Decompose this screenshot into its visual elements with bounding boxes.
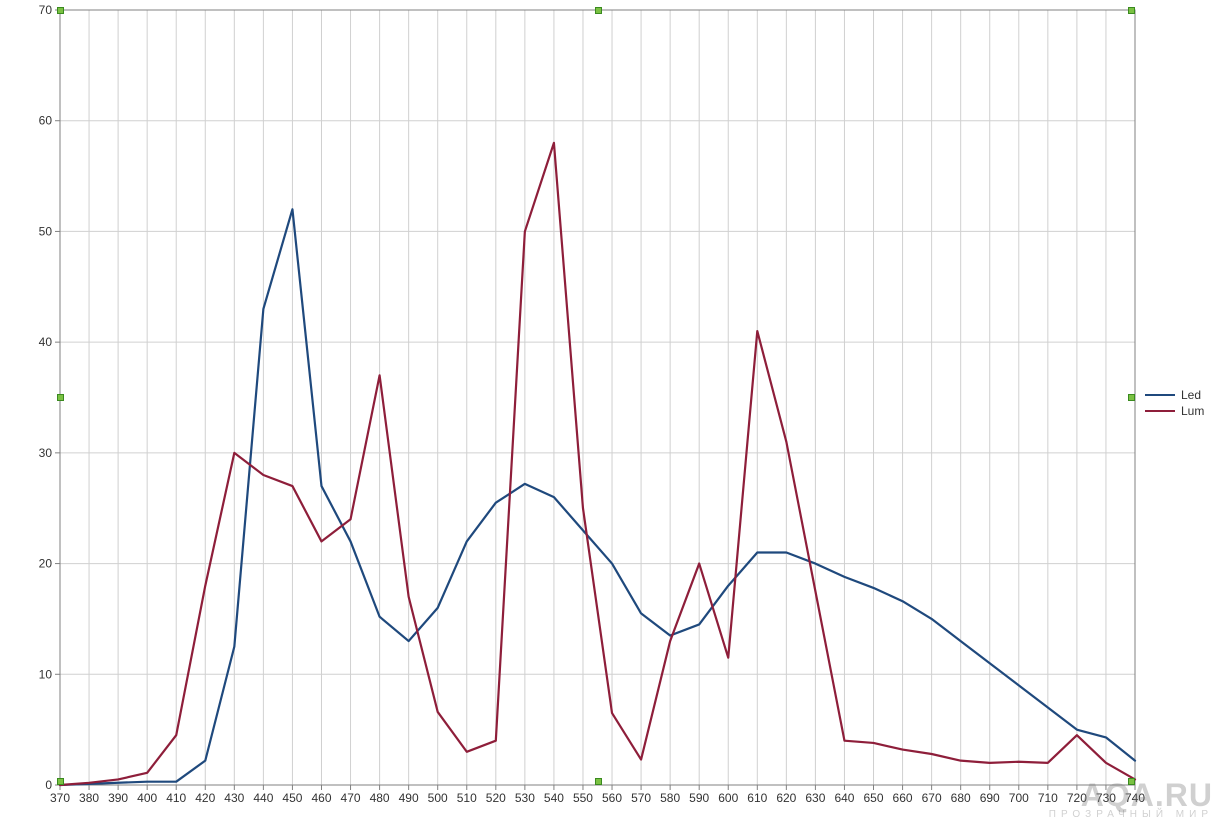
svg-text:730: 730: [1096, 791, 1116, 805]
svg-text:480: 480: [370, 791, 390, 805]
svg-text:710: 710: [1038, 791, 1058, 805]
svg-text:380: 380: [79, 791, 99, 805]
svg-text:720: 720: [1067, 791, 1087, 805]
legend-label: Led: [1181, 388, 1201, 402]
spectrum-chart: 0 10 20 30 40 50 60 70 370 380 390 400 410 420 430 440 4…: [0, 0, 1225, 828]
resize-handle[interactable]: [1128, 394, 1135, 401]
legend-item-led: Led: [1145, 388, 1204, 402]
svg-text:40: 40: [39, 335, 53, 349]
svg-text:50: 50: [39, 224, 53, 238]
svg-text:740: 740: [1125, 791, 1145, 805]
svg-text:560: 560: [602, 791, 622, 805]
svg-text:520: 520: [486, 791, 506, 805]
svg-text:630: 630: [805, 791, 825, 805]
legend-swatch: [1145, 410, 1175, 412]
legend-label: Lum: [1181, 404, 1204, 418]
svg-text:400: 400: [137, 791, 157, 805]
svg-text:650: 650: [863, 791, 883, 805]
chart-canvas: 0 10 20 30 40 50 60 70 370 380 390 400 410 420 430 440 4…: [0, 0, 1225, 828]
resize-handle[interactable]: [595, 7, 602, 14]
svg-text:640: 640: [834, 791, 854, 805]
svg-text:580: 580: [660, 791, 680, 805]
x-axis: 370 380 390 400 410 420 430 440 450 460 470 480 490 5…: [50, 785, 1145, 805]
legend-swatch: [1145, 394, 1175, 396]
svg-text:620: 620: [776, 791, 796, 805]
svg-text:440: 440: [253, 791, 273, 805]
svg-text:430: 430: [224, 791, 244, 805]
svg-text:30: 30: [39, 446, 53, 460]
svg-text:500: 500: [428, 791, 448, 805]
svg-text:370: 370: [50, 791, 70, 805]
resize-handle[interactable]: [595, 778, 602, 785]
svg-text:700: 700: [1009, 791, 1029, 805]
svg-text:470: 470: [341, 791, 361, 805]
legend: Led Lum: [1145, 388, 1204, 420]
svg-text:690: 690: [980, 791, 1000, 805]
svg-text:10: 10: [39, 667, 53, 681]
svg-text:60: 60: [39, 114, 53, 128]
svg-text:490: 490: [399, 791, 419, 805]
svg-text:530: 530: [515, 791, 535, 805]
svg-text:70: 70: [39, 3, 53, 17]
svg-text:660: 660: [893, 791, 913, 805]
resize-handle[interactable]: [1128, 7, 1135, 14]
svg-text:670: 670: [922, 791, 942, 805]
svg-text:390: 390: [108, 791, 128, 805]
svg-text:550: 550: [573, 791, 593, 805]
resize-handle[interactable]: [57, 778, 64, 785]
svg-text:20: 20: [39, 557, 53, 571]
svg-text:680: 680: [951, 791, 971, 805]
svg-text:410: 410: [166, 791, 186, 805]
svg-text:600: 600: [718, 791, 738, 805]
svg-text:0: 0: [45, 778, 52, 792]
resize-handle[interactable]: [1128, 778, 1135, 785]
svg-text:570: 570: [631, 791, 651, 805]
svg-text:590: 590: [689, 791, 709, 805]
resize-handle[interactable]: [57, 7, 64, 14]
svg-text:540: 540: [544, 791, 564, 805]
svg-text:450: 450: [282, 791, 302, 805]
resize-handle[interactable]: [57, 394, 64, 401]
svg-text:420: 420: [195, 791, 215, 805]
svg-text:610: 610: [747, 791, 767, 805]
legend-item-lum: Lum: [1145, 404, 1204, 418]
svg-text:460: 460: [311, 791, 331, 805]
svg-text:510: 510: [457, 791, 477, 805]
